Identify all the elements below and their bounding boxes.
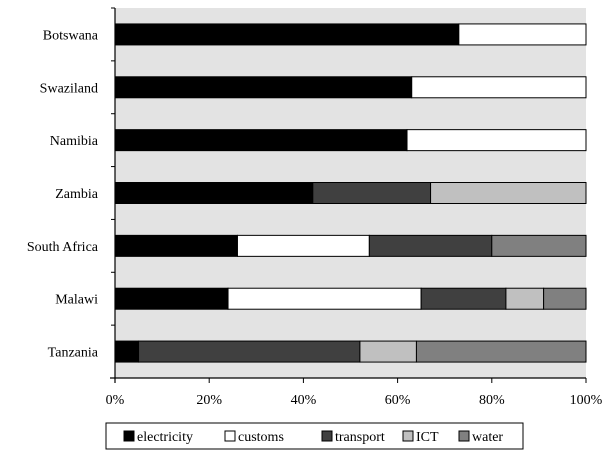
bar-segment-electricity	[114, 129, 408, 152]
bar-segment-ICT	[505, 287, 545, 310]
category-label: Namibia	[50, 134, 99, 149]
bar-segment-ICT	[430, 182, 587, 204]
x-tick-label: 80%	[479, 393, 505, 408]
legend-swatch-customs	[224, 430, 236, 442]
category-label: Zambia	[55, 187, 99, 202]
bar-segment-customs	[227, 287, 422, 310]
legend-swatch-water	[458, 430, 470, 442]
category-label: Swaziland	[40, 81, 98, 96]
bar-segment-transport	[138, 340, 361, 363]
bar-segment-ICT	[359, 340, 417, 363]
bar-segment-electricity	[114, 182, 314, 204]
x-tick-label: 40%	[291, 393, 317, 408]
category-label: Botswana	[43, 28, 99, 43]
legend-swatch-ICT	[402, 430, 414, 442]
bar-segment-electricity	[114, 23, 460, 46]
legend-box	[105, 422, 524, 450]
x-tick-label: 60%	[385, 393, 411, 408]
category-label: Malawi	[55, 293, 98, 308]
bar-segment-customs	[406, 129, 587, 152]
bar-segment-customs	[236, 234, 370, 257]
bar-segment-water	[415, 340, 587, 363]
bar-segment-transport	[368, 234, 493, 257]
x-tick-label: 20%	[196, 393, 222, 408]
legend-swatch-electricity	[123, 430, 135, 442]
category-label: Tanzania	[48, 346, 99, 361]
category-label: South Africa	[27, 240, 99, 255]
x-tick-label: 100%	[570, 393, 603, 408]
x-tick-label: 0%	[106, 393, 125, 408]
legend-label-ICT: ICT	[416, 430, 439, 445]
bar-segment-water	[543, 287, 587, 310]
bar-segment-electricity	[114, 234, 238, 257]
legend-swatch-transport	[321, 430, 333, 442]
bar-segment-transport	[420, 287, 507, 310]
bar-segment-customs	[411, 76, 587, 99]
bar-segment-customs	[458, 23, 587, 46]
legend-label-transport: transport	[335, 430, 385, 445]
bar-segment-electricity	[114, 287, 229, 310]
legend-label-water: water	[472, 430, 503, 445]
bar-segment-electricity	[114, 76, 413, 99]
legend-label-customs: customs	[238, 430, 284, 445]
legend-label-electricity: electricity	[137, 430, 193, 445]
bar-segment-transport	[312, 182, 432, 204]
bar-segment-electricity	[114, 340, 140, 363]
bar-segment-water	[491, 234, 587, 257]
